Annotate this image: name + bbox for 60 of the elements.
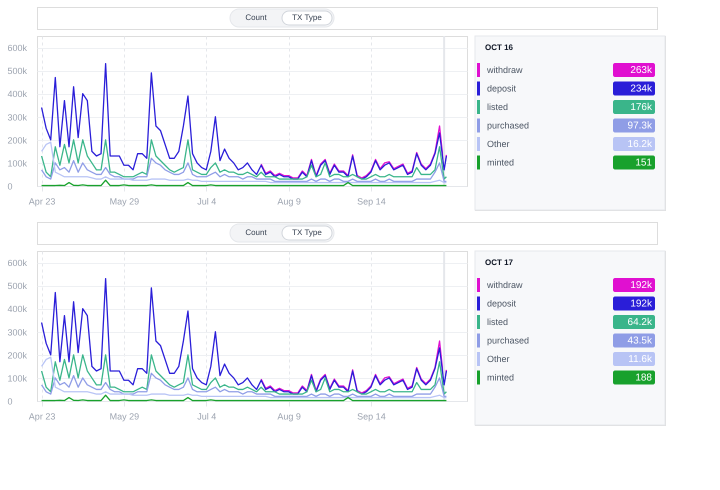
- y-tick-label: 500k: [8, 281, 28, 292]
- y-tick-label: 400k: [8, 304, 28, 314]
- text: 192k: [630, 298, 653, 310]
- text: 151: [635, 158, 652, 168]
- text: 263k: [630, 65, 653, 76]
- legend-label: purchased: [487, 120, 530, 130]
- y-tick-label: 500k: [8, 66, 28, 76]
- text: 97.3k: [628, 120, 653, 132]
- text: 64.2k: [628, 317, 653, 328]
- x-tick-label: May 29: [110, 412, 140, 422]
- y-tick-label: 200k: [8, 350, 28, 360]
- text: withdraw: [486, 280, 524, 290]
- x-tick-label: Jul 4: [197, 196, 216, 206]
- legend-label: minted: [487, 158, 514, 168]
- x-tick-label: Aug 9: [277, 196, 301, 206]
- x-tick-label: May 29: [110, 196, 140, 206]
- text: Other: [487, 354, 510, 364]
- legend-title: OCT 16: [485, 43, 514, 52]
- x-tick-label: Apr 23: [28, 412, 56, 422]
- y-tick-label: 300k: [8, 327, 28, 338]
- line-series: [40, 372, 448, 398]
- text: Count: [245, 13, 268, 22]
- legend-title: OCT 17: [485, 258, 514, 267]
- text: TX Type: [292, 13, 322, 22]
- x-tick-label: Sep 14: [357, 412, 386, 422]
- y-tick-label: 100k: [8, 373, 28, 384]
- legend-label: deposit: [487, 84, 517, 94]
- line-series: [40, 63, 448, 180]
- legend-label: minted: [487, 372, 514, 382]
- text: Count: [245, 228, 268, 237]
- x-tick-label: Sep 14: [357, 196, 386, 206]
- legend-label: listed: [487, 102, 508, 112]
- line-series: [40, 158, 448, 182]
- text: deposit: [487, 298, 517, 308]
- line-series: [260, 125, 448, 179]
- y-tick-label: 100k: [8, 158, 28, 168]
- line-series: [260, 340, 448, 394]
- y-tick-label: 600k: [8, 43, 28, 54]
- text: TX Type: [292, 228, 322, 237]
- legend-label: withdraw: [486, 65, 524, 75]
- text: 176k: [630, 102, 653, 113]
- y-tick-label: 200k: [8, 135, 28, 146]
- x-tick-label: Aug 9: [277, 412, 301, 422]
- text: 16.2k: [628, 139, 653, 150]
- y-tick-label: 400k: [8, 89, 28, 100]
- text: 43.5k: [628, 336, 653, 346]
- legend-label: Other: [487, 139, 510, 149]
- x-tick-label: Jul 4: [197, 412, 216, 422]
- x-tick-label: Apr 23: [28, 196, 56, 206]
- text: 188: [635, 372, 652, 384]
- text: purchased: [487, 336, 530, 346]
- y-tick-label: 0: [8, 182, 13, 192]
- text: 192k: [630, 280, 653, 291]
- y-tick-label: 600k: [8, 258, 28, 268]
- y-tick-label: 0: [8, 396, 13, 406]
- text: listed: [487, 317, 508, 327]
- text: 11.6k: [628, 354, 653, 365]
- y-tick-label: 300k: [8, 112, 28, 122]
- text: 234k: [630, 84, 653, 94]
- line-series: [40, 278, 448, 395]
